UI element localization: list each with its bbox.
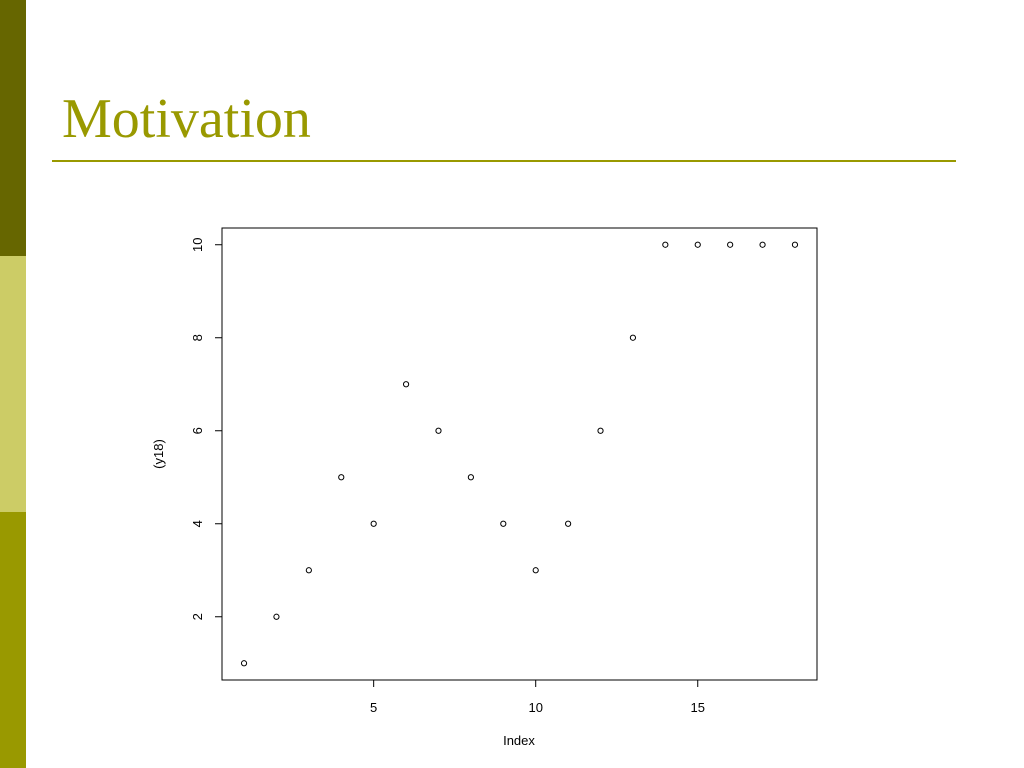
x-tick-label: 5: [370, 700, 377, 715]
point: [629, 334, 637, 341]
y-tick-label: 2: [190, 613, 205, 620]
point: [305, 567, 312, 574]
side-band: [0, 0, 26, 256]
x-axis-label: Index: [503, 733, 535, 748]
point: [435, 427, 442, 434]
x-tick-label: 10: [528, 700, 542, 715]
point: [565, 520, 572, 527]
plot-box: [221, 227, 818, 681]
point: [240, 660, 248, 667]
point: [338, 474, 345, 481]
point: [662, 241, 669, 248]
point: [791, 241, 799, 248]
point: [402, 381, 410, 388]
point: [273, 613, 280, 620]
point: [370, 520, 377, 527]
side-band: [0, 512, 26, 768]
point: [532, 567, 539, 574]
side-band: [0, 256, 26, 512]
slide-title: Motivation: [62, 88, 311, 150]
point: [759, 241, 766, 248]
point: [467, 474, 474, 481]
y-axis-label: (y18): [151, 439, 166, 469]
point: [597, 427, 604, 434]
y-tick-label: 10: [190, 238, 205, 252]
y-tick-label: 4: [190, 520, 205, 527]
point: [500, 520, 507, 527]
x-tick-label: 15: [691, 700, 705, 715]
point: [727, 241, 734, 248]
y-tick-label: 8: [190, 334, 205, 341]
point: [694, 241, 701, 248]
y-tick-label: 6: [190, 427, 205, 434]
